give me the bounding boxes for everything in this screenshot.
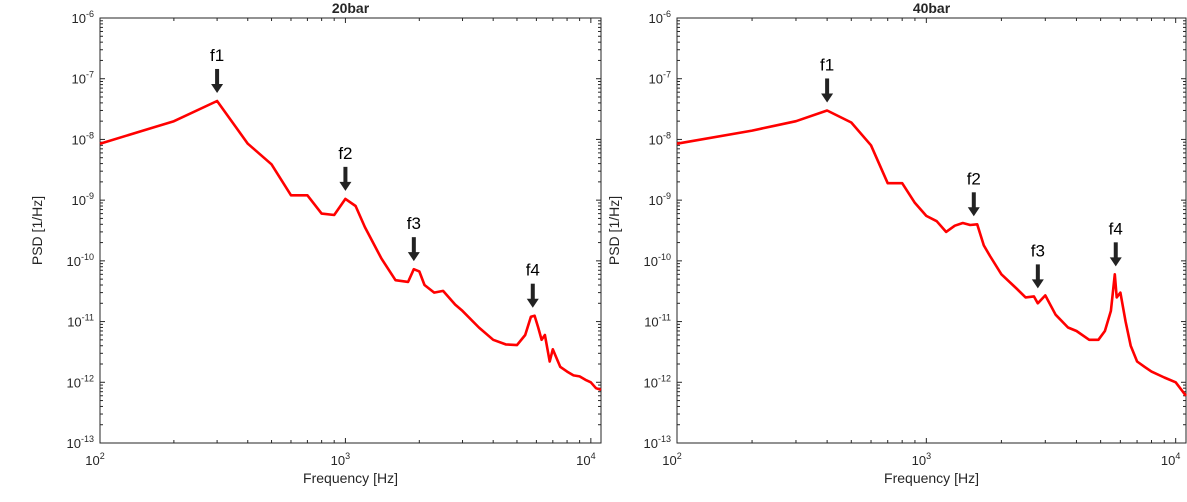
arrow-head-icon <box>968 207 980 216</box>
peak-label: f1 <box>210 46 224 65</box>
y-tick-label: 10-8 <box>72 130 94 147</box>
peak-annotation-f1: f1 <box>820 55 834 102</box>
y-tick-label: 10-9 <box>72 191 94 208</box>
y-tick-label: 10-12 <box>644 373 671 390</box>
y-tick-label: 10-13 <box>644 434 671 451</box>
chart-title: 40bar <box>913 0 951 16</box>
y-tick-label: 10-6 <box>72 9 94 26</box>
peak-annotation-f2: f2 <box>967 169 981 216</box>
arrow-head-icon <box>339 182 351 191</box>
arrow-head-icon <box>527 299 539 308</box>
peak-annotation-f3: f3 <box>407 214 421 261</box>
y-tick-label: 10-9 <box>649 191 671 208</box>
x-tick-label: 102 <box>85 451 104 468</box>
y-tick-label: 10-10 <box>644 252 671 269</box>
x-tick-label: 104 <box>576 451 595 468</box>
y-tick-label: 10-7 <box>649 70 671 87</box>
peak-label: f3 <box>1031 241 1045 260</box>
x-tick-label: 102 <box>662 451 681 468</box>
plot-area-frame <box>100 18 601 443</box>
peak-label: f4 <box>1109 219 1123 238</box>
peak-label: f3 <box>407 214 421 233</box>
x-axis-label: Frequency [Hz] <box>303 470 398 486</box>
arrow-head-icon <box>211 84 223 93</box>
x-axis-label: Frequency [Hz] <box>884 470 979 486</box>
arrow-head-icon <box>408 252 420 261</box>
chart-title: 20bar <box>332 0 370 16</box>
y-tick-label: 10-12 <box>67 373 94 390</box>
arrow-head-icon <box>821 93 833 102</box>
peak-label: f4 <box>526 261 540 280</box>
y-tick-label: 10-8 <box>649 130 671 147</box>
chart-panel-1: 20bar 102 103 104 10-6 10-7 10-8 10-9 10-10 10-11… <box>29 0 601 486</box>
peak-annotation-f1: f1 <box>210 46 224 93</box>
x-tick-label: 103 <box>912 451 931 468</box>
peak-annotation-f4: f4 <box>1109 219 1123 266</box>
axis-ticks <box>100 18 601 443</box>
y-axis-label: PSD [1/Hz] <box>606 196 622 265</box>
arrow-head-icon <box>1032 279 1044 288</box>
peak-label: f2 <box>967 169 981 188</box>
y-tick-label: 10-6 <box>649 9 671 26</box>
arrow-head-icon <box>1110 257 1122 266</box>
x-tick-label: 103 <box>331 451 350 468</box>
peak-annotation-f2: f2 <box>338 144 352 191</box>
y-tick-label: 10-13 <box>67 434 94 451</box>
peak-label: f2 <box>338 144 352 163</box>
y-axis-label: PSD [1/Hz] <box>29 196 45 265</box>
x-tick-label: 104 <box>1161 451 1180 468</box>
y-tick-label: 10-7 <box>72 70 94 87</box>
peak-annotation-f3: f3 <box>1031 241 1045 288</box>
y-tick-label: 10-10 <box>67 252 94 269</box>
y-tick-label: 10-11 <box>67 313 94 330</box>
y-tick-label: 10-11 <box>644 313 671 330</box>
peak-label: f1 <box>820 55 834 74</box>
peak-annotation-f4: f4 <box>526 261 540 308</box>
psd-series-line <box>677 111 1186 396</box>
chart-panel-2: 40bar 102 103 104 10-6 10-7 10-8 10-9 10-10 10-11… <box>606 0 1186 486</box>
